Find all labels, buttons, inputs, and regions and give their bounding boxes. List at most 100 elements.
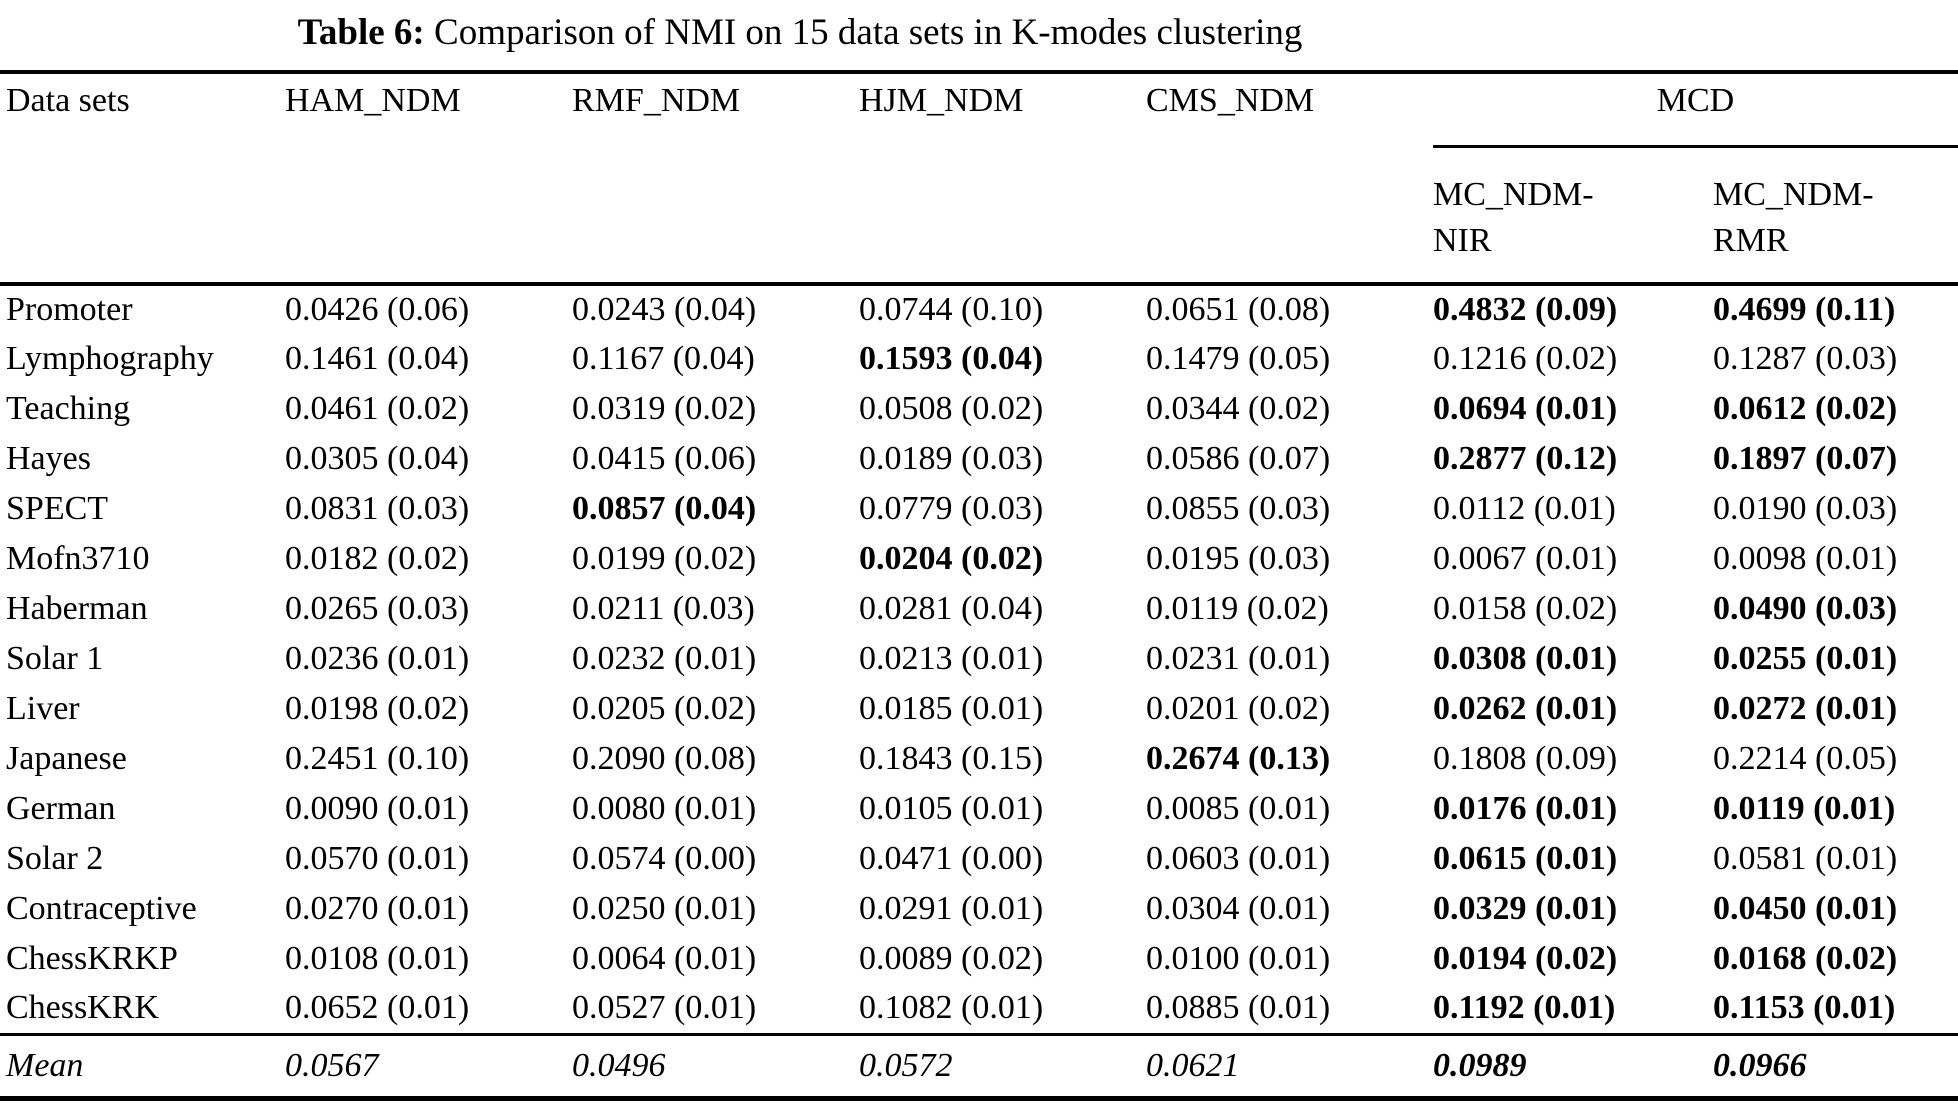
nmi-value: 0.0098 (0.01)	[1713, 540, 1898, 577]
nmi-value: 0.0272 (0.01)	[1713, 690, 1898, 727]
nmi-value: 0.1843 (0.15)	[859, 740, 1044, 777]
col-group-header-mcd: MCD	[1433, 72, 1958, 148]
nmi-value: 0.0855 (0.03)	[1146, 490, 1331, 527]
nmi-value: 0.0100 (0.01)	[1146, 940, 1331, 977]
dataset-name: ChessKRK	[6, 989, 160, 1027]
nmi-value: 0.0112 (0.01)	[1433, 490, 1616, 527]
nmi-value: 0.2674 (0.13)	[1146, 740, 1331, 777]
table-caption: Table 6: Comparison of NMI on 15 data se…	[0, 0, 1600, 58]
table-row: Contraceptive 0.0270 (0.01) 0.0250 (0.01…	[0, 884, 1958, 934]
table-row: ChessKRKP 0.0108 (0.01) 0.0064 (0.01) 0.…	[0, 934, 1958, 984]
dataset-name: Mofn3710	[6, 540, 150, 577]
nmi-value: 0.0461 (0.02)	[285, 390, 470, 427]
header-row-top: Data sets HAM_NDM RMF_NDM HJM_NDM CMS_ND…	[0, 72, 1958, 148]
nmi-value: 0.0490 (0.03)	[1713, 590, 1898, 627]
col-header-line: RMR	[1713, 221, 1789, 259]
nmi-value: 0.0232 (0.01)	[572, 640, 757, 677]
nmi-value: 0.0857 (0.04)	[572, 490, 757, 527]
nmi-value: 0.1461 (0.04)	[285, 340, 470, 377]
nmi-value: 0.0190 (0.03)	[1713, 490, 1898, 527]
nmi-value: 0.0255 (0.01)	[1713, 640, 1898, 677]
nmi-value: 0.0194 (0.02)	[1433, 940, 1618, 977]
nmi-value: 0.0779 (0.03)	[859, 490, 1044, 527]
table-row: Lymphography 0.1461 (0.04) 0.1167 (0.04)…	[0, 334, 1958, 384]
nmi-value: 0.0652 (0.01)	[285, 989, 470, 1027]
nmi-value: 0.4699 (0.11)	[1713, 291, 1896, 328]
nmi-value: 0.0612 (0.02)	[1713, 390, 1898, 427]
mean-row: Mean 0.0567 0.0496 0.0572 0.0621 0.0989 …	[0, 1032, 1958, 1101]
nmi-value: 0.0182 (0.02)	[285, 540, 470, 577]
dataset-name: Liver	[6, 690, 80, 727]
dataset-name: SPECT	[6, 490, 109, 527]
table-caption-number: Table 6:	[297, 12, 425, 53]
col-header-datasets: Data sets	[6, 82, 130, 119]
nmi-value: 0.0615 (0.01)	[1433, 840, 1618, 877]
nmi-value: 0.0265 (0.03)	[285, 590, 470, 627]
nmi-value: 0.0426 (0.06)	[285, 291, 470, 328]
nmi-value: 0.0319 (0.02)	[572, 390, 757, 427]
nmi-value: 0.2090 (0.08)	[572, 740, 757, 777]
nmi-value: 0.0527 (0.01)	[572, 989, 757, 1027]
header-spacer	[1146, 146, 1433, 286]
nmi-value: 0.0581 (0.01)	[1713, 840, 1898, 877]
nmi-value: 0.0243 (0.04)	[572, 291, 757, 328]
nmi-value: 0.0201 (0.02)	[1146, 690, 1331, 727]
table-row: ChessKRK 0.0652 (0.01) 0.0527 (0.01) 0.1…	[0, 984, 1958, 1034]
nmi-value: 0.0158 (0.02)	[1433, 590, 1618, 627]
dataset-name: Lymphography	[6, 340, 214, 377]
nmi-value: 0.2451 (0.10)	[285, 740, 470, 777]
mean-value: 0.0621	[1146, 1032, 1433, 1101]
table-header: Data sets HAM_NDM RMF_NDM HJM_NDM CMS_ND…	[0, 72, 1958, 286]
nmi-value: 0.0089 (0.02)	[859, 940, 1044, 977]
col-header-line: MC_NDM-	[1433, 175, 1594, 213]
table-row: Haberman 0.0265 (0.03) 0.0211 (0.03) 0.0…	[0, 584, 1958, 634]
nmi-value: 0.0211 (0.03)	[572, 590, 755, 627]
dataset-name: Hayes	[6, 440, 91, 477]
col-header-mc-ndm-nir: MC_NDM- NIR	[1433, 146, 1713, 286]
nmi-value: 0.1897 (0.07)	[1713, 440, 1898, 477]
nmi-value: 0.0262 (0.01)	[1433, 690, 1618, 727]
dataset-name: Japanese	[6, 740, 127, 777]
nmi-value: 0.0744 (0.10)	[859, 291, 1044, 328]
table-row: Hayes 0.0305 (0.04) 0.0415 (0.06) 0.0189…	[0, 434, 1958, 484]
col-header-mc-ndm-rmr: MC_NDM- RMR	[1713, 146, 1958, 286]
nmi-value: 0.4832 (0.09)	[1433, 291, 1618, 328]
nmi-value: 0.1593 (0.04)	[859, 340, 1044, 377]
nmi-value: 0.0080 (0.01)	[572, 790, 757, 827]
col-header-line: NIR	[1433, 221, 1492, 259]
mean-value: 0.0496	[572, 1032, 859, 1101]
mean-value: 0.0989	[1433, 1032, 1713, 1101]
nmi-value: 0.0119 (0.01)	[1713, 790, 1896, 827]
nmi-value: 0.0308 (0.01)	[1433, 640, 1618, 677]
dataset-name: Haberman	[6, 590, 148, 627]
nmi-value: 0.0195 (0.03)	[1146, 540, 1331, 577]
header-row-sub: MC_NDM- NIR MC_NDM- RMR	[0, 146, 1958, 286]
header-spacer	[572, 146, 859, 286]
table-body: Promoter 0.0426 (0.06) 0.0243 (0.04) 0.0…	[0, 284, 1958, 1101]
nmi-value: 0.0204 (0.02)	[859, 540, 1044, 577]
nmi-value: 0.0189 (0.03)	[859, 440, 1044, 477]
dataset-name: Solar 2	[6, 840, 104, 877]
col-header-hjm-ndm: HJM_NDM	[859, 82, 1024, 119]
nmi-value: 0.1167 (0.04)	[572, 340, 755, 377]
nmi-value: 0.0108 (0.01)	[285, 940, 470, 977]
nmi-value: 0.0185 (0.01)	[859, 690, 1044, 727]
nmi-value: 0.0281 (0.04)	[859, 590, 1044, 627]
table-row: Mofn3710 0.0182 (0.02) 0.0199 (0.02) 0.0…	[0, 534, 1958, 584]
nmi-value: 0.2214 (0.05)	[1713, 740, 1898, 777]
col-header-cms-ndm: CMS_NDM	[1146, 82, 1315, 119]
nmi-value: 0.0603 (0.01)	[1146, 840, 1331, 877]
nmi-value: 0.0831 (0.03)	[285, 490, 470, 527]
nmi-value: 0.0651 (0.08)	[1146, 291, 1331, 328]
dataset-name: ChessKRKP	[6, 940, 178, 977]
nmi-value: 0.0694 (0.01)	[1433, 390, 1618, 427]
nmi-value: 0.0471 (0.00)	[859, 840, 1044, 877]
nmi-value: 0.0119 (0.02)	[1146, 590, 1329, 627]
dataset-name: Promoter	[6, 291, 133, 328]
nmi-value: 0.0231 (0.01)	[1146, 640, 1331, 677]
col-header-ham-ndm: HAM_NDM	[285, 82, 461, 119]
table-caption-text: Comparison of NMI on 15 data sets in K-m…	[434, 12, 1303, 53]
nmi-value: 0.0105 (0.01)	[859, 790, 1044, 827]
nmi-value: 0.0415 (0.06)	[572, 440, 757, 477]
nmi-value: 0.1192 (0.01)	[1433, 989, 1616, 1027]
